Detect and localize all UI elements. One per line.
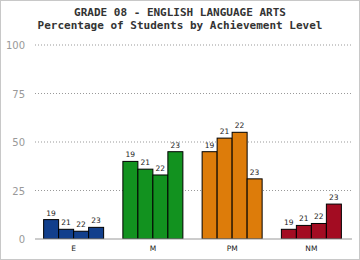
series-label: 22	[235, 121, 245, 130]
series-label: 19	[46, 209, 56, 218]
y-tick-label: 100	[6, 40, 25, 51]
bar	[153, 175, 168, 239]
x-tick-label: E	[71, 244, 76, 253]
subtitle: Percentage of Students by Achievement Le…	[38, 19, 323, 32]
bar	[123, 161, 138, 239]
x-tick-label: M	[150, 244, 156, 253]
series-label: 22	[314, 212, 324, 221]
title: GRADE 08 - ENGLISH LANGUAGE ARTS	[74, 6, 286, 19]
bar	[247, 179, 262, 239]
series-label: 21	[299, 214, 309, 223]
series-label: 21	[141, 158, 151, 167]
series-label: 21	[220, 127, 230, 136]
bar	[232, 132, 247, 239]
series-label: 22	[156, 164, 166, 173]
bar	[311, 223, 326, 239]
bar	[326, 204, 341, 239]
bar	[202, 152, 217, 239]
bar-labels: 19 21 22 23 19 21 22 23 19 21 22 23 19 21 22 23	[46, 121, 339, 229]
frame	[1, 1, 360, 260]
y-tick-label: 50	[12, 137, 25, 148]
grid-line	[35, 93, 352, 94]
bar	[89, 227, 104, 239]
y-tick-label: 0	[19, 234, 25, 245]
bar	[44, 220, 59, 239]
x-tick-label: NM	[305, 244, 317, 253]
bar	[168, 152, 183, 239]
bar	[281, 229, 296, 239]
grid-line	[35, 190, 352, 191]
series-label: 19	[205, 141, 215, 150]
bar	[138, 169, 153, 239]
series-label: 23	[250, 168, 260, 177]
series-label: 23	[91, 216, 101, 225]
x-tick-label: PM	[227, 244, 238, 253]
series-label: 19	[284, 218, 294, 227]
series-label: 21	[61, 218, 71, 227]
bar	[74, 231, 89, 239]
x-axis	[35, 239, 352, 240]
y-tick-label: 75	[12, 89, 25, 100]
series-label: 23	[329, 193, 339, 202]
bar	[59, 229, 74, 239]
series-label: 22	[76, 220, 86, 229]
series-label: 23	[171, 141, 181, 150]
y-tick-label: 25	[12, 186, 25, 197]
series-label: 19	[126, 150, 136, 159]
bar	[217, 138, 232, 239]
bar	[296, 225, 311, 239]
grid-line	[35, 45, 352, 46]
bars	[44, 132, 342, 239]
grid-line	[35, 142, 352, 143]
